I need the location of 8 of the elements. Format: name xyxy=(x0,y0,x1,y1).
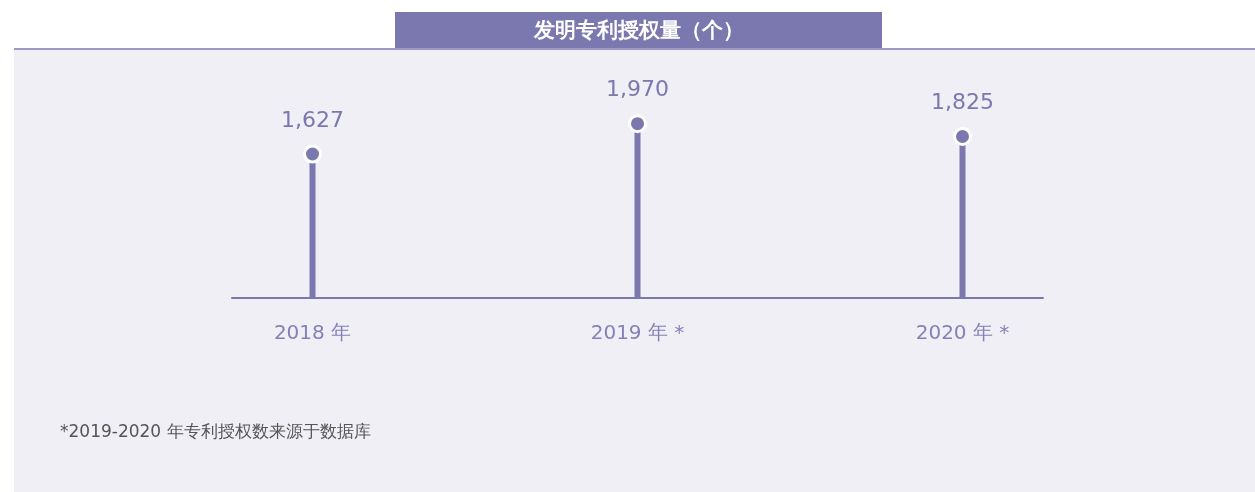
x-tick-label: 2020 年 * xyxy=(915,320,1010,345)
chart-title: 发明专利授权量（个） xyxy=(395,12,882,48)
data-label: 1,825 xyxy=(931,89,994,115)
x-tick-label: 2019 年 * xyxy=(590,320,685,345)
data-label: 1,627 xyxy=(281,106,344,132)
data-label: 1,970 xyxy=(606,76,669,102)
x-tick-label: 2018 年 xyxy=(273,320,352,345)
text: *2019-2020 年专利授权数来源于数据库 xyxy=(60,420,371,443)
